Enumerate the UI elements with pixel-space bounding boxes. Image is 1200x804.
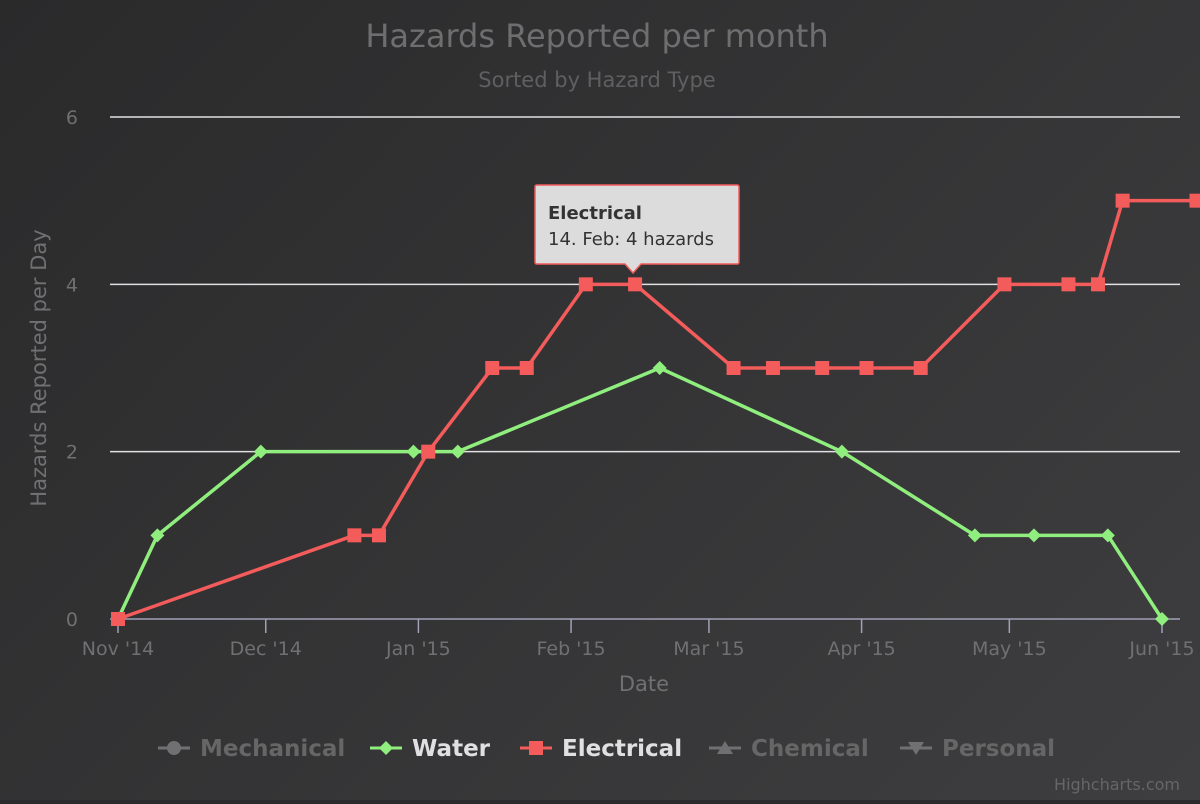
legend-label-personal: Personal — [942, 736, 1055, 762]
y-tick-label: 6 — [66, 107, 78, 129]
y-axis-title: Hazards Reported per Day — [27, 229, 51, 506]
legend: Mechanical Water Electrical Chemical Persona… — [158, 736, 1055, 762]
electrical-series — [111, 193, 1200, 626]
water-data-point[interactable] — [1026, 528, 1041, 543]
x-tick-label: Dec '14 — [230, 638, 302, 660]
water-data-point[interactable] — [1100, 528, 1115, 543]
legend-item-electrical[interactable]: Electrical — [520, 736, 682, 762]
chart-subtitle: Sorted by Hazard Type — [478, 68, 715, 92]
y-tick-label: 4 — [66, 274, 78, 296]
tooltip: Electrical 14. Feb: 4 hazards — [534, 184, 740, 275]
electrical-data-point[interactable] — [1115, 193, 1130, 208]
electrical-data-point[interactable] — [913, 361, 928, 375]
x-tick-label: Jun '15 — [1128, 638, 1194, 660]
tooltip-box — [534, 184, 740, 275]
electrical-data-point[interactable] — [372, 528, 386, 543]
electrical-data-point[interactable] — [111, 612, 125, 626]
credits-link[interactable]: Highcharts.com — [1054, 775, 1180, 794]
legend-item-mechanical[interactable]: Mechanical — [158, 736, 345, 762]
tooltip-body: 14. Feb: 4 hazards — [548, 229, 714, 250]
x-axis: Nov '14 Dec '14 Jan '15 Feb '15 Mar '15 Apr '… — [82, 618, 1195, 660]
legend-symbol-water — [379, 741, 393, 755]
electrical-data-point[interactable] — [1189, 193, 1200, 208]
electrical-data-point[interactable] — [1090, 277, 1105, 292]
water-series-line — [116, 366, 1164, 620]
legend-item-personal[interactable]: Personal — [900, 736, 1055, 762]
legend-label-chemical: Chemical — [751, 736, 869, 762]
legend-item-water[interactable]: Water — [370, 736, 491, 762]
x-tick-label: Feb '15 — [537, 638, 606, 660]
chart-title: Hazards Reported per month — [365, 17, 828, 55]
x-tick-label: Jan '15 — [385, 638, 451, 660]
electrical-data-point[interactable] — [347, 528, 362, 543]
x-axis-title: Date — [619, 672, 669, 696]
water-series — [111, 361, 1169, 626]
legend-symbol-electrical — [529, 741, 543, 755]
legend-label-water: Water — [412, 736, 491, 762]
electrical-data-point[interactable] — [997, 277, 1012, 292]
legend-item-chemical[interactable]: Chemical — [709, 736, 869, 762]
water-data-point[interactable] — [652, 361, 667, 375]
electrical-data-point[interactable] — [859, 361, 874, 375]
water-data-point[interactable] — [253, 444, 268, 459]
y-tick-label: 2 — [66, 442, 78, 464]
electrical-data-point[interactable] — [1061, 277, 1076, 292]
electrical-data-point[interactable] — [628, 277, 643, 292]
electrical-data-point[interactable] — [765, 361, 780, 375]
legend-label-electrical: Electrical — [562, 736, 682, 762]
series-group — [111, 193, 1200, 626]
electrical-data-point[interactable] — [578, 277, 593, 292]
legend-symbol-personal — [908, 742, 924, 755]
water-data-point[interactable] — [450, 444, 465, 459]
legend-label-mechanical: Mechanical — [200, 736, 345, 762]
electrical-data-point[interactable] — [815, 361, 830, 375]
x-tick-label: Nov '14 — [82, 638, 155, 660]
legend-symbol-mechanical — [167, 741, 181, 755]
legend-symbol-chemical — [717, 741, 733, 754]
electrical-data-point[interactable] — [421, 444, 436, 459]
water-data-point[interactable] — [834, 444, 849, 459]
electrical-data-point[interactable] — [726, 361, 741, 375]
electrical-data-point[interactable] — [485, 361, 500, 375]
x-tick-label: Mar '15 — [673, 638, 744, 660]
x-tick-label: Apr '15 — [827, 638, 895, 660]
water-data-point[interactable] — [150, 528, 165, 543]
water-data-point[interactable] — [1155, 612, 1169, 626]
water-data-point[interactable] — [406, 444, 421, 459]
x-tick-label: May '15 — [972, 638, 1047, 660]
tooltip-title: Electrical — [548, 203, 642, 224]
electrical-data-point[interactable] — [519, 361, 534, 375]
water-data-point[interactable] — [967, 528, 982, 543]
y-tick-label: 0 — [66, 609, 78, 631]
